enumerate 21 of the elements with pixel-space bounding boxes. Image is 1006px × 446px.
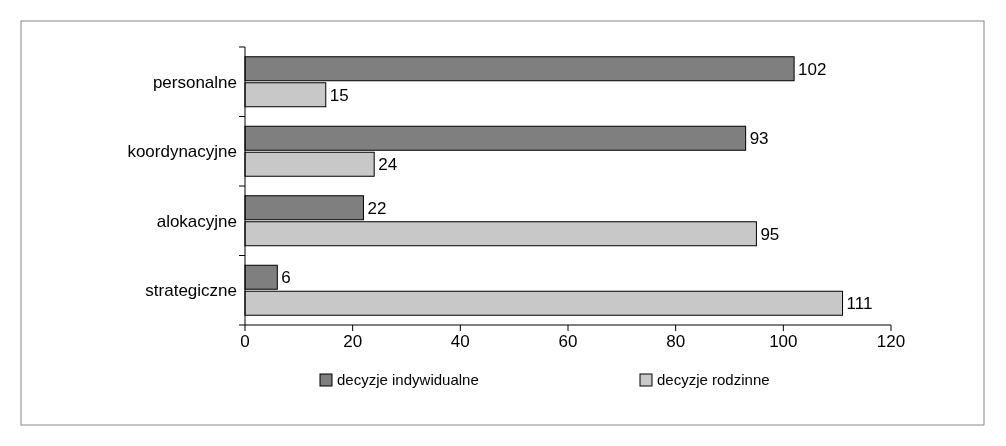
data-label: 15 bbox=[329, 85, 349, 105]
data-label: 6 bbox=[281, 268, 291, 288]
y-tick-label: strategiczne bbox=[145, 281, 237, 301]
data-label: 24 bbox=[378, 155, 398, 175]
data-label: 22 bbox=[367, 198, 387, 218]
data-label: 111 bbox=[846, 294, 873, 314]
y-tick-label: personalne bbox=[152, 72, 237, 92]
x-tick-label: 40 bbox=[450, 332, 470, 351]
data-label: 95 bbox=[760, 224, 780, 244]
y-tick-label: koordynacyjne bbox=[127, 142, 237, 162]
x-tick-label: 80 bbox=[666, 332, 686, 351]
x-tick-label: 20 bbox=[343, 332, 363, 351]
y-tick-label: alokacyjne bbox=[156, 211, 237, 231]
x-tick-label: 0 bbox=[240, 332, 250, 351]
data-label: 93 bbox=[749, 129, 769, 149]
legend-label: decyzje rodzinne bbox=[657, 371, 770, 389]
legend-label: decyzje indywidualne bbox=[337, 371, 479, 389]
x-tick-label: 100 bbox=[769, 332, 798, 351]
x-tick-label: 120 bbox=[876, 332, 906, 351]
x-tick-label: 60 bbox=[558, 332, 578, 351]
data-label: 102 bbox=[798, 59, 827, 79]
